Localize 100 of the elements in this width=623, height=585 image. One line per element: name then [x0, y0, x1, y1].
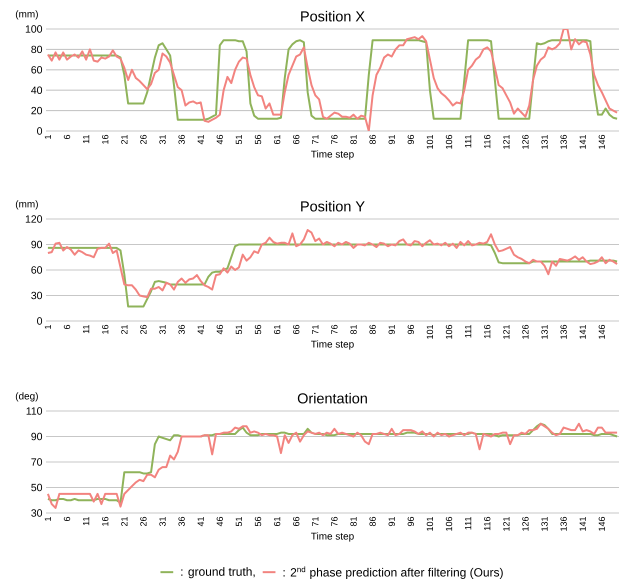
chart-title: Position Y — [301, 200, 365, 212]
x-tick-label: 51 — [236, 324, 242, 334]
x-tick-label: 71 — [312, 516, 318, 526]
x-tick-label: 16 — [102, 324, 108, 334]
x-tick-label: 101 — [426, 134, 434, 149]
x-tick-label: 21 — [121, 324, 128, 334]
x-tick-label: 91 — [388, 324, 395, 334]
x-tick-label: 36 — [178, 324, 185, 334]
x-axis-title: Time step — [311, 532, 354, 542]
x-tick-label: 66 — [293, 324, 300, 334]
x-tick-label: 91 — [388, 516, 395, 526]
x-tick-label: 96 — [408, 516, 414, 526]
x-tick-label: 1 — [44, 134, 51, 139]
y-tick-label: 110 — [26, 407, 42, 415]
x-tick-label: 46 — [216, 516, 223, 526]
x-tick-label: 101 — [426, 516, 434, 531]
y-tick-label: 100 — [26, 25, 42, 33]
y-tick-label: 60 — [31, 266, 42, 274]
x-tick-label: 136 — [560, 324, 567, 339]
x-axis-title: Time step — [311, 150, 354, 160]
x-tick-label: 131 — [541, 134, 548, 149]
x-tick-label: 46 — [216, 134, 223, 144]
x-tick-label: 136 — [560, 134, 567, 149]
x-tick-label: 86 — [369, 516, 376, 526]
x-tick-label: 46 — [216, 324, 223, 334]
x-tick-label: 91 — [388, 134, 395, 144]
x-tick-label: 126 — [522, 134, 529, 149]
x-tick-label: 31 — [159, 516, 166, 526]
x-tick-label: 126 — [522, 516, 529, 531]
x-tick-label: 81 — [350, 134, 357, 144]
x-tick-label: 11 — [83, 134, 90, 144]
x-tick-label: 6 — [64, 134, 70, 140]
y-tick-label: 60 — [31, 66, 42, 74]
x-tick-label: 66 — [293, 516, 300, 526]
x-tick-label: 141 — [580, 324, 586, 339]
x-tick-label: 61 — [274, 134, 280, 144]
x-tick-label: 71 — [312, 324, 318, 334]
x-tick-label: 16 — [102, 516, 108, 526]
x-tick-label: 31 — [159, 324, 166, 334]
y-tick-label: 90 — [31, 432, 42, 440]
x-tick-label: 96 — [408, 134, 414, 144]
y-tick-label: 90 — [31, 240, 42, 248]
y-tick-label: 30 — [31, 509, 42, 517]
x-tick-label: 21 — [121, 516, 128, 526]
x-tick-label: 131 — [541, 516, 548, 531]
y-tick-label: 0 — [37, 127, 42, 135]
x-tick-label: 76 — [331, 134, 338, 144]
x-tick-label: 131 — [541, 324, 548, 339]
x-tick-label: 121 — [503, 516, 510, 531]
x-tick-label: 26 — [140, 324, 147, 334]
x-tick-label: 141 — [580, 516, 586, 531]
x-tick-label: 21 — [121, 134, 128, 144]
y-axis-title: (mm) — [16, 200, 38, 210]
x-tick-label: 36 — [178, 134, 185, 144]
x-tick-label: 6 — [64, 324, 70, 330]
x-tick-label: 106 — [446, 324, 452, 339]
x-tick-label: 76 — [331, 324, 338, 334]
x-tick-label: 111 — [465, 516, 472, 530]
legend-label: : ground truth, — [181, 567, 255, 578]
x-tick-label: 31 — [159, 134, 166, 144]
x-tick-label: 56 — [254, 134, 262, 144]
x-tick-label: 86 — [369, 134, 376, 144]
x-tick-label: 116 — [484, 134, 490, 148]
x-tick-label: 26 — [140, 516, 147, 526]
x-tick-label: 11 — [83, 324, 90, 334]
legend-label: : 2$^{nd}$ phase prediction after filtering (Ours) — [284, 566, 503, 579]
x-tick-label: 61 — [274, 324, 280, 334]
x-tick-label: 81 — [350, 324, 357, 334]
y-tick-label: 120 — [26, 215, 42, 223]
x-tick-label: 111 — [465, 324, 472, 338]
x-tick-label: 106 — [446, 516, 452, 531]
x-tick-label: 116 — [484, 516, 490, 530]
x-tick-label: 86 — [369, 324, 376, 334]
x-tick-label: 76 — [331, 516, 338, 526]
y-tick-label: 30 — [31, 292, 42, 300]
x-tick-label: 146 — [598, 134, 605, 149]
x-tick-label: 71 — [312, 134, 318, 144]
x-tick-label: 1 — [44, 516, 51, 521]
x-tick-label: 121 — [503, 324, 510, 339]
x-tick-label: 56 — [254, 324, 262, 334]
y-tick-label: 0 — [37, 317, 42, 325]
x-tick-label: 81 — [350, 516, 357, 526]
x-tick-label: 111 — [465, 134, 472, 148]
x-tick-label: 106 — [446, 134, 452, 149]
x-tick-label: 51 — [236, 516, 242, 526]
x-tick-label: 6 — [64, 516, 70, 522]
x-tick-label: 1 — [44, 324, 51, 329]
y-axis-title: (mm) — [16, 10, 38, 20]
x-axis-title: Time step — [311, 340, 354, 350]
x-tick-label: 26 — [140, 134, 147, 144]
y-tick-label: 20 — [31, 106, 42, 114]
x-tick-label: 41 — [198, 134, 204, 144]
x-tick-label: 146 — [598, 516, 605, 531]
x-tick-label: 11 — [83, 516, 90, 526]
x-tick-label: 121 — [503, 134, 510, 149]
x-tick-label: 141 — [580, 134, 586, 149]
chart-title: Orientation — [298, 392, 367, 404]
x-tick-label: 56 — [254, 516, 262, 526]
x-tick-label: 66 — [293, 134, 300, 144]
x-tick-label: 36 — [178, 516, 185, 526]
